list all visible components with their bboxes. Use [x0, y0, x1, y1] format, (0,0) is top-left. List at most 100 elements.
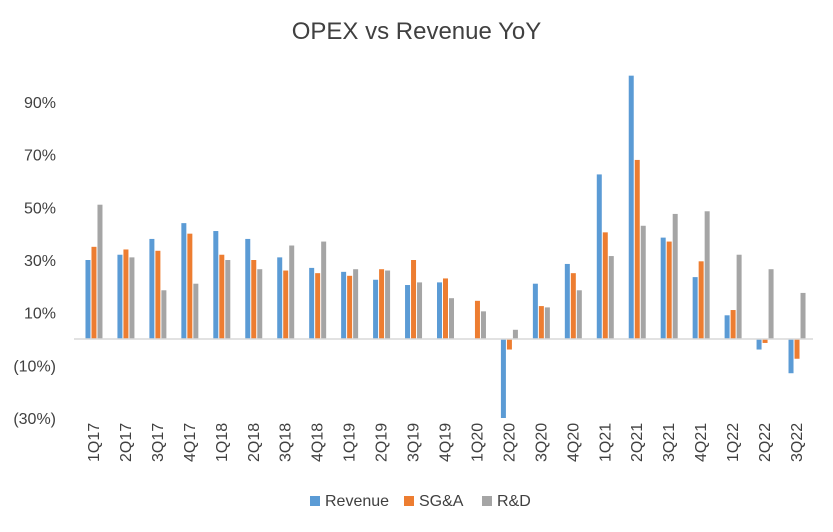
bar-r-d-4q17: [193, 283, 199, 339]
bar-revenue-2q22: [756, 339, 762, 350]
y-tick-label: 70%: [24, 148, 56, 165]
bar-revenue-2q21: [628, 75, 634, 340]
bar-r-d-1q18: [225, 260, 231, 339]
x-tick-label: 1Q18: [214, 423, 231, 462]
x-tick-label: 3Q20: [533, 423, 550, 462]
bar-r-d-4q18: [321, 241, 327, 339]
bar-revenue-4q19: [437, 282, 442, 339]
bar-revenue-3q22: [788, 339, 794, 374]
bar-sg-a-2q19: [379, 269, 385, 339]
bar-r-d-4q20: [576, 290, 582, 339]
bar-sg-a-2q18: [251, 260, 257, 339]
bar-sg-a-4q17: [187, 233, 193, 339]
x-tick-label: 1Q21: [597, 423, 614, 462]
bar-r-d-2q19: [385, 270, 391, 339]
bar-revenue-3q20: [532, 283, 538, 339]
bar-sg-a-1q18: [219, 254, 225, 339]
x-tick-label: 3Q21: [661, 423, 678, 462]
bar-revenue-2q18: [245, 238, 251, 339]
bar-sg-a-2q22: [762, 339, 768, 343]
bar-revenue-4q21: [692, 277, 698, 339]
bar-sg-a-1q20: [474, 300, 480, 339]
bar-r-d-3q19: [417, 282, 423, 339]
bar-sg-a-3q21: [666, 241, 672, 339]
bar-r-d-4q19: [449, 298, 454, 339]
bar-r-d-1q20: [480, 311, 486, 339]
bar-sg-a-3q19: [411, 260, 417, 339]
bar-r-d-1q17: [97, 204, 103, 339]
bar-sg-a-4q19: [443, 278, 448, 339]
bar-sg-a-2q21: [634, 159, 640, 339]
bar-r-d-3q21: [672, 213, 678, 339]
x-tick-label: 1Q22: [725, 423, 742, 462]
bar-sg-a-4q18: [315, 273, 321, 339]
x-tick-label: 2Q21: [629, 423, 646, 462]
legend-swatch-sg-a: [404, 496, 414, 506]
y-tick-label: 50%: [24, 200, 56, 217]
bar-r-d-2q21: [640, 225, 646, 339]
bar-r-d-2q18: [257, 269, 263, 339]
x-tick-label: 1Q20: [469, 423, 486, 462]
bar-sg-a-3q18: [283, 270, 289, 339]
bar-revenue-4q18: [309, 267, 315, 339]
bar-sg-a-4q20: [570, 273, 576, 339]
chart-title: OPEX vs Revenue YoY: [291, 18, 542, 45]
bar-r-d-3q17: [161, 290, 167, 339]
bar-sg-a-3q22: [794, 339, 800, 359]
x-tick-label: 2Q18: [246, 423, 263, 462]
bar-r-d-3q18: [289, 245, 295, 339]
x-tick-label: 4Q17: [182, 423, 199, 462]
x-tick-label: 1Q19: [342, 423, 359, 462]
bar-sg-a-1q17: [91, 246, 97, 339]
legend-swatch-r-d: [482, 496, 492, 506]
y-tick-label: (30%): [13, 411, 56, 428]
bar-sg-a-1q21: [602, 232, 608, 339]
legend-label-sg-a: SG&A: [419, 493, 464, 510]
x-tick-label: 3Q17: [150, 423, 167, 462]
x-tick-label: 2Q22: [757, 423, 774, 462]
bar-r-d-1q22: [736, 254, 742, 339]
bar-r-d-1q21: [608, 256, 614, 339]
y-tick-label: 90%: [24, 95, 56, 112]
bar-revenue-1q19: [341, 271, 347, 339]
bar-revenue-1q22: [724, 315, 730, 339]
bar-sg-a-2q20: [506, 339, 512, 350]
x-tick-label: 3Q18: [278, 423, 295, 462]
legend-label-r-d: R&D: [497, 493, 531, 510]
legend-swatch-revenue: [310, 496, 320, 506]
bar-r-d-3q20: [544, 307, 550, 339]
bar-revenue-1q17: [85, 260, 91, 339]
bar-sg-a-1q22: [730, 310, 736, 339]
bar-revenue-3q19: [405, 285, 411, 339]
bar-revenue-2q19: [373, 279, 379, 339]
bar-revenue-2q20: [500, 339, 506, 418]
bar-revenue-3q21: [660, 237, 666, 339]
x-tick-label: 2Q20: [501, 423, 518, 462]
x-tick-label: 4Q19: [438, 423, 455, 462]
bar-sg-a-1q19: [347, 275, 353, 339]
bar-revenue-4q17: [181, 223, 187, 339]
bar-sg-a-2q17: [123, 249, 129, 339]
bar-revenue-3q17: [149, 238, 155, 339]
x-tick-label: 2Q19: [374, 423, 391, 462]
bar-revenue-3q18: [277, 257, 283, 339]
x-tick-label: 3Q22: [789, 423, 806, 462]
bar-r-d-4q21: [704, 211, 710, 339]
x-tick-label: 2Q17: [118, 423, 135, 462]
bar-r-d-1q19: [353, 269, 359, 339]
bar-revenue-1q18: [213, 231, 219, 339]
x-tick-label: 1Q17: [86, 423, 103, 462]
bar-sg-a-4q21: [698, 261, 704, 339]
bar-r-d-2q22: [768, 269, 774, 339]
legend-label-revenue: Revenue: [325, 493, 389, 510]
bar-r-d-2q17: [129, 257, 135, 339]
bar-r-d-2q20: [512, 329, 518, 339]
x-tick-label: 4Q18: [310, 423, 327, 462]
bar-revenue-1q21: [596, 174, 602, 339]
bar-sg-a-3q20: [538, 306, 544, 339]
bar-revenue-2q17: [117, 254, 123, 339]
x-tick-label: 3Q19: [406, 423, 423, 462]
y-tick-label: 10%: [24, 306, 56, 323]
